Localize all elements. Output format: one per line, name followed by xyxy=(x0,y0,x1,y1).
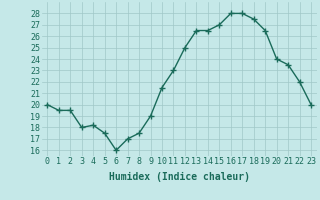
X-axis label: Humidex (Indice chaleur): Humidex (Indice chaleur) xyxy=(109,172,250,182)
